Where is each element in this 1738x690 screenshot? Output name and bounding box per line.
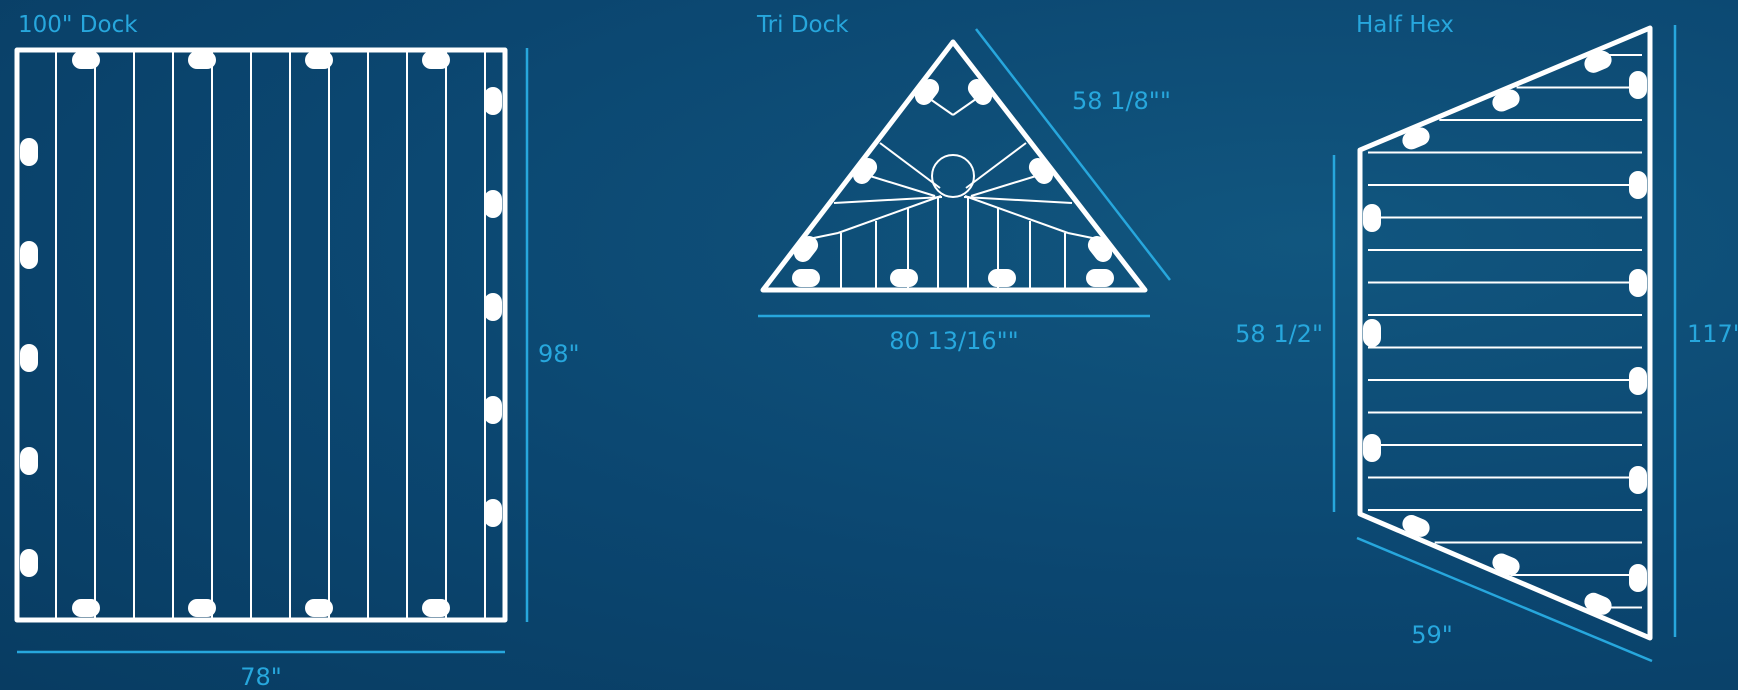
cleat-icon — [1629, 171, 1647, 199]
half-hex-title: Half Hex — [1356, 12, 1454, 38]
cleat-icon — [305, 51, 333, 69]
cleat-icon — [20, 549, 38, 577]
cleat-icon — [1492, 553, 1520, 576]
cleat-icon — [1402, 127, 1430, 150]
cleat-icon — [20, 138, 38, 166]
cleat-icon — [1629, 367, 1647, 395]
cleat-icon — [188, 51, 216, 69]
cleat-icon — [1492, 89, 1520, 112]
half-hex: Half Hex 58 1/2" 117" 59" — [1235, 12, 1738, 663]
tri-dock: Tri Dock 58 1/8"" 80 13/16"" — [756, 12, 1171, 355]
cleat-icon — [484, 293, 502, 321]
dock-100-width-label: 78" — [240, 663, 282, 690]
cleat-icon — [1584, 592, 1612, 615]
cleat-icon — [1402, 514, 1430, 537]
tri-dock-outline — [760, 39, 1148, 293]
dock-100-height-label: 98" — [538, 340, 580, 368]
tri-dock-planks — [798, 91, 1108, 290]
cleat-icon — [1629, 71, 1647, 99]
plank-line — [964, 195, 1069, 234]
cleat-icon — [793, 236, 819, 262]
cleat-icon — [1028, 158, 1054, 184]
half-hex-bottom-label: 59" — [1411, 621, 1453, 649]
half-hex-right-label: 117" — [1687, 320, 1738, 348]
cleat-icon — [422, 599, 450, 617]
cleat-icon — [852, 158, 878, 184]
cleat-icon — [72, 599, 100, 617]
dock-100-planks — [55, 50, 486, 620]
plank-line — [965, 142, 1027, 189]
cleat-icon — [20, 344, 38, 372]
dock-100-outline — [14, 47, 508, 623]
cleat-icon — [1363, 434, 1381, 462]
tri-dock-center-ring — [931, 154, 975, 198]
cleat-icon — [1363, 319, 1381, 347]
half-hex-left-label: 58 1/2" — [1235, 320, 1323, 348]
cleat-icon — [890, 269, 918, 287]
cleat-icon — [1629, 269, 1647, 297]
cleat-icon — [988, 269, 1016, 287]
cleat-icon — [792, 269, 820, 287]
cleat-icon — [1629, 466, 1647, 494]
cleat-icon — [484, 499, 502, 527]
tri-dock-side-dimension-line — [975, 28, 1171, 281]
cleat-icon — [1363, 204, 1381, 232]
half-hex-planks — [1368, 54, 1642, 609]
dock-100-cleats — [20, 51, 502, 617]
cleat-icon — [1629, 564, 1647, 592]
cleat-icon — [484, 190, 502, 218]
cleat-icon — [188, 599, 216, 617]
cleat-icon — [20, 447, 38, 475]
half-hex-bottom-dimension-line — [1356, 536, 1653, 663]
cleat-icon — [484, 396, 502, 424]
dock-100: 100" Dock 78" 98" — [14, 12, 580, 690]
cleat-icon — [20, 241, 38, 269]
cleat-icon — [484, 87, 502, 115]
cleat-icon — [422, 51, 450, 69]
tri-dock-title: Tri Dock — [756, 12, 849, 38]
plank-line — [837, 195, 942, 234]
cleat-icon — [914, 79, 940, 105]
plank-line — [963, 196, 1073, 204]
cleat-icon — [72, 51, 100, 69]
half-hex-cleats — [1363, 50, 1647, 615]
cleat-icon — [305, 599, 333, 617]
dock-100-title: 100" Dock — [18, 12, 138, 38]
plank-line — [833, 196, 943, 204]
cleat-icon — [1086, 269, 1114, 287]
cleat-icon — [1584, 50, 1612, 73]
half-hex-outline — [1357, 25, 1653, 641]
tri-dock-side-label: 58 1/8"" — [1072, 87, 1171, 115]
tri-dock-cleats — [792, 79, 1114, 287]
cleat-icon — [967, 79, 993, 105]
cleat-icon — [1087, 236, 1113, 262]
tri-dock-base-label: 80 13/16"" — [889, 327, 1018, 355]
plank-line — [879, 142, 941, 189]
